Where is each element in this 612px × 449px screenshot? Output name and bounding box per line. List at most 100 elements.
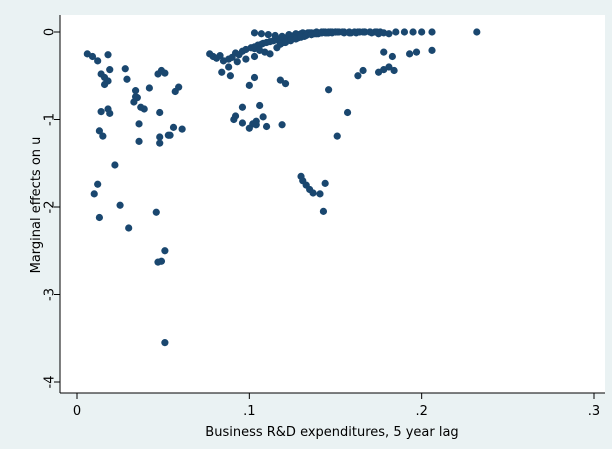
scatter-point xyxy=(345,29,353,37)
scatter-point xyxy=(428,46,436,54)
scatter-point xyxy=(256,101,264,110)
scatter-point xyxy=(359,66,367,75)
scatter-point xyxy=(385,30,393,38)
scatter-point xyxy=(175,83,183,91)
scatter-point xyxy=(106,109,114,117)
scatter-point xyxy=(266,50,274,58)
scatter-point xyxy=(250,52,259,61)
scatter-point xyxy=(354,72,362,80)
scatter-point xyxy=(238,103,247,111)
scatter-point xyxy=(161,247,169,255)
scatter-point xyxy=(388,52,396,61)
x-tick-label: 0 xyxy=(73,404,81,419)
scatter-point xyxy=(385,63,393,71)
scatter-point xyxy=(178,125,186,133)
scatter-point xyxy=(338,28,346,36)
scatter-point xyxy=(131,93,140,101)
scatter-point xyxy=(252,121,260,129)
scatter-point xyxy=(95,127,104,135)
scatter-point xyxy=(99,132,107,140)
scatter-point xyxy=(157,257,166,265)
scatter-point xyxy=(111,161,119,169)
scatter-point xyxy=(406,50,414,58)
y-ticks: 0 -1 -2 -3 -4 xyxy=(43,28,60,389)
y-tick-label: -3 xyxy=(43,288,58,301)
x-tick-label: .2 xyxy=(415,404,427,419)
scatter-point xyxy=(225,63,233,71)
x-axis-title: Business R&D expenditures, 5 year lag xyxy=(205,425,458,440)
scatter-point xyxy=(245,81,253,89)
scatter-point xyxy=(257,30,265,38)
x-tick-label: .1 xyxy=(243,404,255,419)
y-tick-label: -2 xyxy=(43,201,58,214)
scatter-point xyxy=(250,29,259,37)
scatter-point xyxy=(116,201,124,209)
scatter-point xyxy=(328,29,336,37)
scatter-point xyxy=(161,69,169,77)
y-tick-label: 0 xyxy=(43,28,58,36)
scatter-point xyxy=(106,66,114,74)
scatter-point xyxy=(278,121,286,129)
scatter-point xyxy=(94,57,102,65)
scatter-point xyxy=(390,66,398,75)
scatter-point xyxy=(242,55,250,63)
scatter-point xyxy=(94,180,102,188)
y-axis-title: Marginal effects on u xyxy=(29,137,44,274)
scatter-point xyxy=(321,179,329,187)
scatter-point xyxy=(318,29,326,37)
scatter-point xyxy=(88,52,97,61)
scatter-point xyxy=(271,31,279,40)
plot-area xyxy=(60,15,605,393)
scatter-point xyxy=(352,29,360,37)
scatter-point xyxy=(259,113,267,121)
scatter-point xyxy=(216,52,224,60)
scatter-point xyxy=(400,28,409,36)
scatter-point xyxy=(161,339,169,347)
scatter-point xyxy=(366,28,374,36)
scatter-point xyxy=(325,86,333,94)
scatter-point xyxy=(156,133,164,141)
scatter-point xyxy=(380,48,388,56)
scatter-point xyxy=(104,51,112,59)
scatter-point xyxy=(392,28,400,36)
scatter-point xyxy=(100,80,109,89)
scatter-point xyxy=(276,76,284,84)
scatter-point xyxy=(140,105,148,113)
y-tick-label: -1 xyxy=(43,113,58,126)
scatter-point xyxy=(156,139,164,147)
scatter-point xyxy=(121,65,129,73)
scatter-point xyxy=(262,122,271,131)
y-tick-label: -4 xyxy=(43,376,58,389)
scatter-point xyxy=(135,120,143,128)
scatter-point xyxy=(412,48,421,56)
scatter-point xyxy=(97,108,105,116)
scatter-point xyxy=(152,208,160,216)
scatter-point xyxy=(238,119,247,127)
x-ticks: 0 .1 .2 .3 xyxy=(73,393,600,419)
scatter-point xyxy=(309,189,317,197)
scatter-point xyxy=(316,190,324,198)
scatter-point xyxy=(125,224,133,232)
scatter-point xyxy=(218,68,226,76)
scatter-point xyxy=(233,58,241,66)
scatter-point xyxy=(323,29,331,37)
scatter-point xyxy=(359,28,367,36)
scatter-point xyxy=(264,31,272,39)
scatter-point xyxy=(319,207,328,215)
scatter-point xyxy=(230,115,238,124)
scatter-point xyxy=(281,80,290,88)
scatter-point xyxy=(135,137,143,145)
scatter-point xyxy=(90,190,98,198)
scatter-point xyxy=(169,123,178,131)
scatter-point xyxy=(95,213,104,222)
scatter-point xyxy=(418,28,426,36)
scatter-point xyxy=(373,28,381,36)
scatter-point xyxy=(428,28,436,36)
scatter-point xyxy=(145,84,153,92)
scatter-point xyxy=(473,28,481,36)
scatter-point xyxy=(409,28,417,36)
x-tick-label: .3 xyxy=(588,404,600,419)
scatter-point xyxy=(343,108,352,117)
scatter-point xyxy=(131,87,140,95)
